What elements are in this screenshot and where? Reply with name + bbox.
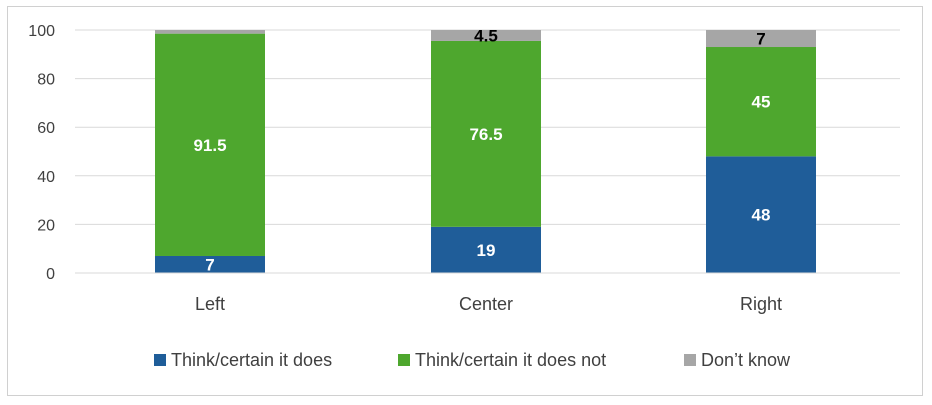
- data-label-right-series-0: 48: [752, 206, 771, 225]
- bar-right-series-2: [706, 30, 816, 48]
- data-label-left-series-0: 7: [205, 255, 214, 274]
- bar-center-series-2: [431, 30, 541, 41]
- legend-item: Think/certain it does: [154, 350, 332, 370]
- bar-right-series-1: [706, 47, 816, 157]
- legend-swatch: [684, 354, 696, 366]
- bar-right-series-0: [706, 156, 816, 273]
- bar-left-series-0: [155, 255, 265, 273]
- legend-swatch: [398, 354, 410, 366]
- x-axis: Left Center Right: [75, 272, 900, 314]
- bars: [155, 30, 816, 273]
- legend-label: Think/certain it does: [171, 350, 332, 370]
- data-labels: 7 91.5 19 76.5 4.5 48 45 7: [193, 26, 770, 274]
- legend-label: Think/certain it does not: [415, 350, 606, 370]
- data-label-center-series-1: 76.5: [469, 125, 502, 144]
- y-tick-label: 100: [28, 23, 55, 40]
- y-tick-label: 60: [37, 120, 55, 137]
- y-tick-label: 80: [37, 72, 55, 89]
- x-category-label: Right: [740, 294, 782, 314]
- legend-label: Don’t know: [701, 350, 791, 370]
- x-category-label: Center: [459, 294, 513, 314]
- legend-item: Think/certain it does not: [398, 350, 606, 370]
- legend-item: Don’t know: [684, 350, 791, 370]
- data-label-center-series-2: 4.5: [474, 26, 498, 45]
- legend: Think/certain it does Think/certain it do…: [154, 350, 791, 370]
- y-axis: 0 20 40 60 80 100: [28, 23, 55, 283]
- bar-center-series-0: [431, 226, 541, 273]
- data-label-right-series-1: 45: [752, 93, 771, 112]
- data-label-right-series-2: 7: [756, 30, 765, 49]
- bar-left-series-2: [155, 30, 265, 34]
- y-tick-label: 40: [37, 169, 55, 186]
- x-category-label: Left: [195, 294, 225, 314]
- y-tick-label: 20: [37, 217, 55, 234]
- bar-center-series-1: [431, 40, 541, 227]
- data-label-center-series-0: 19: [477, 241, 496, 260]
- bar-left-series-1: [155, 33, 265, 256]
- data-label-left-series-1: 91.5: [193, 136, 226, 155]
- y-tick-label: 0: [46, 266, 55, 283]
- legend-swatch: [154, 354, 166, 366]
